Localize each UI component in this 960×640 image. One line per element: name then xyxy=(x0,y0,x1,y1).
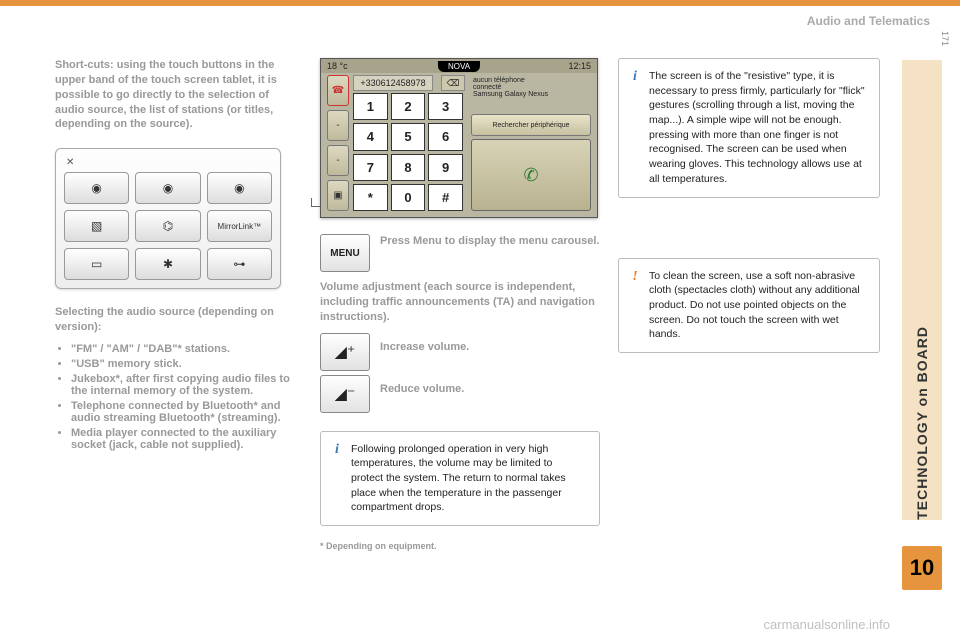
volume-down-label: Reduce volume. xyxy=(380,382,600,397)
menu-button[interactable]: MENU xyxy=(320,234,370,272)
key-star[interactable]: * xyxy=(353,184,388,211)
device-info: aucun téléphone connecté Samsung Galaxy … xyxy=(471,75,591,111)
source-item: Jukebox*, after first copying audio file… xyxy=(71,373,295,397)
volume-up-label: Increase volume. xyxy=(380,340,600,355)
key-4[interactable]: 4 xyxy=(353,123,388,150)
info-icon: i xyxy=(627,67,643,83)
source-item: Telephone connected by Bluetooth* and au… xyxy=(71,400,295,424)
info-icon: i xyxy=(329,440,345,456)
key-8[interactable]: 8 xyxy=(391,154,426,181)
source-item: "USB" memory stick. xyxy=(71,358,295,370)
key-6[interactable]: 6 xyxy=(428,123,463,150)
call-button[interactable]: ✆ xyxy=(471,139,591,211)
key-1[interactable]: 1 xyxy=(353,93,388,120)
warning-icon: ! xyxy=(627,267,643,283)
key-5[interactable]: 5 xyxy=(391,123,426,150)
source-ipod-button[interactable]: ▭ xyxy=(64,248,129,280)
source-item: Media player connected to the auxiliary … xyxy=(71,427,295,451)
source-sd-button[interactable]: ▧ xyxy=(64,210,129,242)
source-list: "FM" / "AM" / "DAB"* stations. "USB" mem… xyxy=(71,343,295,451)
source-media-button[interactable]: ◉ xyxy=(207,172,272,204)
search-device-button[interactable]: Rechercher périphérique xyxy=(471,114,591,136)
key-2[interactable]: 2 xyxy=(391,93,426,120)
key-7[interactable]: 7 xyxy=(353,154,388,181)
side-tab-keypad[interactable]: ☎ xyxy=(327,75,349,106)
key-0[interactable]: 0 xyxy=(391,184,426,211)
keypad: 1 2 3 4 5 6 7 8 9 * 0 # xyxy=(353,93,463,211)
section-header: Audio and Telematics xyxy=(807,14,930,28)
source-radio-button[interactable]: ◉ xyxy=(64,172,129,204)
close-icon[interactable]: ✕ xyxy=(64,157,272,172)
screen-status-bar: 18 °c NOVA 12:15 xyxy=(321,59,597,73)
source-aux-button[interactable]: ⊶ xyxy=(207,248,272,280)
side-tab-settings[interactable]: ▣ xyxy=(327,180,349,211)
resistive-screen-text: The screen is of the "resistive" type, i… xyxy=(649,70,865,185)
selecting-heading: Selecting the audio source (depending on… xyxy=(55,305,295,335)
source-bluetooth-button[interactable]: ✱ xyxy=(135,248,200,280)
equipment-footnote: * Depending on equipment. xyxy=(320,540,600,552)
dialed-number: +330612458978 xyxy=(353,75,433,91)
key-9[interactable]: 9 xyxy=(428,154,463,181)
side-category-label: TECHNOLOGY on BOARD xyxy=(914,326,930,520)
side-tab-contacts[interactable]: - xyxy=(327,110,349,141)
clock-readout: 12:15 xyxy=(568,61,591,71)
volume-note: Volume adjustment (each source is indepe… xyxy=(320,280,600,325)
source-usb-button[interactable]: ⌬ xyxy=(135,210,200,242)
key-3[interactable]: 3 xyxy=(428,93,463,120)
key-hash[interactable]: # xyxy=(428,184,463,211)
cleaning-warning-text: To clean the screen, use a soft non-abra… xyxy=(649,270,860,341)
source-mirrorlink-button[interactable]: MirrorLink™ xyxy=(207,210,272,242)
volume-up-button[interactable]: ◢⁺ xyxy=(320,333,370,371)
side-tab-calls[interactable]: - xyxy=(327,145,349,176)
temperature-readout: 18 °c xyxy=(327,61,348,71)
screen-now-playing: NOVA xyxy=(438,61,480,72)
chapter-number-box: 10 xyxy=(902,546,942,590)
backspace-key[interactable]: ⌫ xyxy=(441,75,465,91)
menu-description: Press Menu to display the menu carousel. xyxy=(380,234,600,249)
page-number: 171 xyxy=(940,31,950,46)
source-cd-button[interactable]: ◉ xyxy=(135,172,200,204)
watermark-url: carmanualsonline.info xyxy=(764,617,890,632)
shortcut-intro: Short-cuts: using the touch buttons in t… xyxy=(55,58,295,132)
source-item: "FM" / "AM" / "DAB"* stations. xyxy=(71,343,295,355)
source-shortcut-panel: ✕ ◉ ◉ ◉ ▧ ⌬ MirrorLink™ ▭ ✱ ⊶ xyxy=(55,148,281,289)
temperature-warning-text: Following prolonged operation in very hi… xyxy=(351,443,566,514)
touchscreen-mock: 18 °c NOVA 12:15 +330612458978 ⌫ ☎ - - ▣… xyxy=(320,58,598,218)
volume-down-button[interactable]: ◢⁻ xyxy=(320,375,370,413)
